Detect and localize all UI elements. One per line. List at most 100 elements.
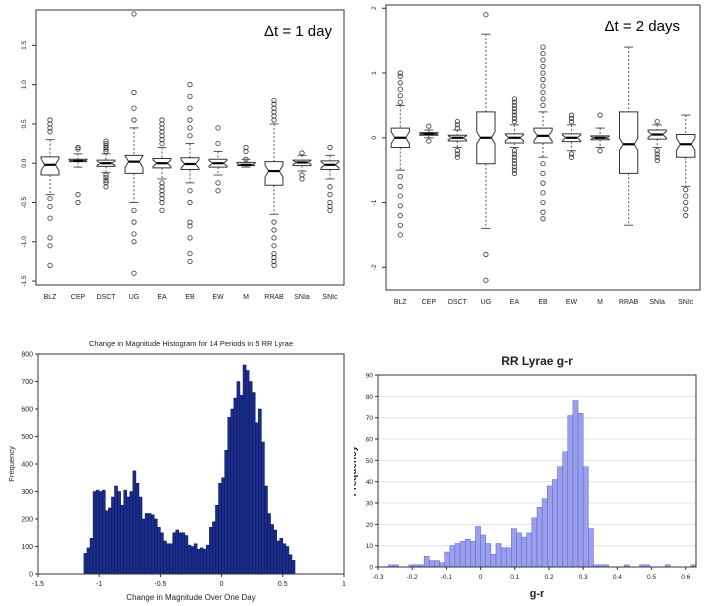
x-tick-label: -0.3 <box>372 574 384 581</box>
histogram-bar <box>209 527 213 575</box>
histogram-bar <box>434 560 440 568</box>
y-tick-label: 0 <box>371 136 378 140</box>
y-tick-label: -1 <box>371 199 378 205</box>
histogram-bar <box>108 507 112 575</box>
box-ug <box>124 11 144 276</box>
y-tick-label: 400 <box>21 462 33 469</box>
x-tick-label: 1 <box>342 581 346 588</box>
outlier-point <box>215 180 221 186</box>
outlier-point <box>47 121 53 127</box>
outlier-point <box>683 187 689 193</box>
histogram-bar <box>429 560 435 568</box>
outlier-point <box>397 73 403 79</box>
outlier-point <box>397 174 403 180</box>
histogram-bar <box>172 532 176 575</box>
outlier-point <box>511 157 518 164</box>
outlier-point <box>426 138 432 144</box>
histogram-bar <box>516 532 522 568</box>
histogram-bar <box>175 529 180 575</box>
outlier-point <box>271 97 277 103</box>
outlier-point <box>131 117 137 123</box>
x-tick-label: -1 <box>96 581 102 588</box>
category-label-snic: SNIc <box>678 299 694 306</box>
magnitude-histogram-chart: 0 100 200 300 400 500 600 700 800 -1.5 -1 -0.5 0 0.5 1… <box>7 339 346 602</box>
histogram-bar <box>105 510 109 575</box>
outlier-point <box>454 122 460 128</box>
box-m <box>236 144 256 168</box>
y-tick-label: 100 <box>21 544 33 551</box>
category-label-eb: EB <box>538 299 548 306</box>
outlier-point <box>299 172 305 178</box>
outlier-point <box>131 219 137 225</box>
outlier-point <box>159 184 165 190</box>
y-tick-label: 40 <box>366 479 374 486</box>
outlier-point <box>243 148 249 155</box>
outlier-point <box>47 262 53 268</box>
outlier-point <box>159 137 165 143</box>
y-axis-label: Frequency <box>7 446 16 482</box>
histogram-bar <box>166 543 170 575</box>
histogram-bar <box>135 483 140 575</box>
outlier-point <box>159 192 165 198</box>
histogram-bar <box>230 408 235 575</box>
category-label-blz: BLZ <box>44 294 58 301</box>
histogram-bar <box>526 532 533 568</box>
outlier-point <box>327 207 333 213</box>
histogram-bar <box>541 498 548 568</box>
histogram-bar <box>224 450 228 575</box>
outlier-point <box>597 148 603 154</box>
outlier-point <box>511 115 518 121</box>
box-cep <box>68 144 88 206</box>
outlier-point <box>159 140 165 147</box>
outlier-point <box>327 144 333 151</box>
outlier-point <box>540 209 546 215</box>
histogram-bar <box>227 417 232 575</box>
outlier-point <box>131 270 137 276</box>
category-label-ug: UG <box>481 299 492 306</box>
y-tick-label: 0 <box>369 565 373 572</box>
y-tick-label: 0.5 <box>21 119 28 128</box>
outlier-point <box>271 250 277 257</box>
outlier-point <box>483 251 489 257</box>
plot-frame <box>385 4 701 291</box>
histogram-bar <box>178 532 183 575</box>
outlier-point <box>540 199 546 206</box>
outlier-point <box>75 146 81 152</box>
histogram-bar <box>117 491 121 575</box>
outlier-point <box>327 199 333 206</box>
outlier-point <box>540 170 546 177</box>
histogram-bar <box>163 540 167 575</box>
histogram-bar <box>218 483 222 575</box>
y-tick-label: -2 <box>371 264 378 270</box>
outlier-point <box>454 154 460 160</box>
histogram-bar <box>86 547 91 575</box>
histogram-bar <box>282 543 287 575</box>
histogram-bar <box>206 544 210 575</box>
outlier-point <box>75 199 81 206</box>
box-rrab <box>619 46 639 226</box>
x-axis-label: Change in Magnitude Over One Day <box>126 593 255 602</box>
x-tick-label: 0.5 <box>647 574 656 581</box>
histogram-bar <box>279 538 284 575</box>
histogram-bar <box>291 560 296 575</box>
outlier-point <box>271 101 277 107</box>
histogram-bar <box>236 381 241 575</box>
outlier-point <box>47 129 53 135</box>
boxplot-1day-chart: BLZ CEP DSCT UG EA EB EW M RRAB SNIa SNIc -1.5 -1.0 -… <box>21 9 345 301</box>
y-tick-label: 70 <box>366 415 374 422</box>
y-tick-label: 50 <box>366 458 374 465</box>
outlier-point <box>271 117 277 123</box>
outlier-point <box>187 188 193 194</box>
y-tick-label: 700 <box>21 379 33 386</box>
outlier-point <box>243 156 249 162</box>
outlier-point <box>397 203 403 209</box>
outlier-point <box>103 174 109 180</box>
y-tick-label: 30 <box>366 501 374 508</box>
box-body <box>40 156 60 176</box>
category-label-rrab: RRAB <box>619 299 639 306</box>
outlier-point <box>511 164 518 170</box>
outlier-point <box>540 57 546 63</box>
outlier-point <box>103 146 109 152</box>
histogram-bar <box>264 485 268 575</box>
histogram-bar <box>454 543 461 568</box>
